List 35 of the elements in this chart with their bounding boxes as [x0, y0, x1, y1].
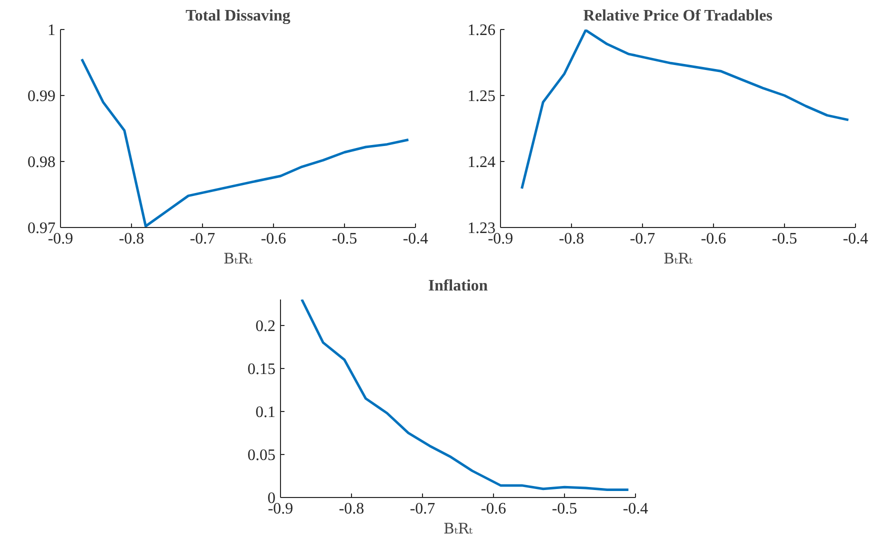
y-tick-label: 0.05: [248, 446, 276, 464]
x-tick-label: -0.4: [402, 230, 428, 248]
x-tick-label: -0.8: [118, 230, 144, 248]
x-tick-label: -0.9: [48, 230, 74, 248]
chart-title: Inflation: [428, 278, 488, 294]
x-tick-label: -0.7: [630, 230, 656, 248]
x-tick-label: -0.5: [772, 230, 798, 248]
x-tick-label: -0.7: [410, 500, 436, 518]
y-tick-label: 1.24: [468, 154, 496, 171]
x-tick-label: -0.5: [332, 230, 358, 248]
line-series: [520, 30, 850, 190]
y-tick-label: 1: [48, 22, 56, 39]
y-tick-label: 0.99: [28, 88, 56, 105]
x-tick-label: -0.6: [260, 230, 286, 248]
x-tick-label: -0.7: [190, 230, 216, 248]
y-tick-label: 1.26: [468, 22, 496, 39]
y-tick-label: 0.2: [256, 318, 276, 335]
x-tick-label: -0.6: [700, 230, 726, 248]
x-tick-label: -0.8: [558, 230, 584, 248]
x-tick-label: -0.6: [480, 500, 506, 518]
chart-title: Relative Price Of Tradables: [583, 8, 772, 24]
line-series: [300, 300, 630, 491]
y-tick-label: 0.98: [28, 154, 56, 171]
x-axis-title: BₜRₜ: [443, 520, 473, 538]
y-tick-label: 0.15: [248, 360, 276, 378]
x-axis-title: BₜRₜ: [223, 250, 253, 268]
chart-title: Total Dissaving: [186, 8, 290, 24]
y-tick-label: 0.1: [256, 404, 276, 421]
y-tick-label: 1.25: [468, 88, 496, 105]
x-tick-label: -0.4: [842, 230, 868, 248]
x-axis-title: BₜRₜ: [663, 250, 693, 268]
line-series: [80, 58, 410, 228]
x-tick-label: -0.5: [552, 500, 578, 518]
x-tick-label: -0.8: [338, 500, 364, 518]
x-tick-label: -0.4: [622, 500, 648, 518]
